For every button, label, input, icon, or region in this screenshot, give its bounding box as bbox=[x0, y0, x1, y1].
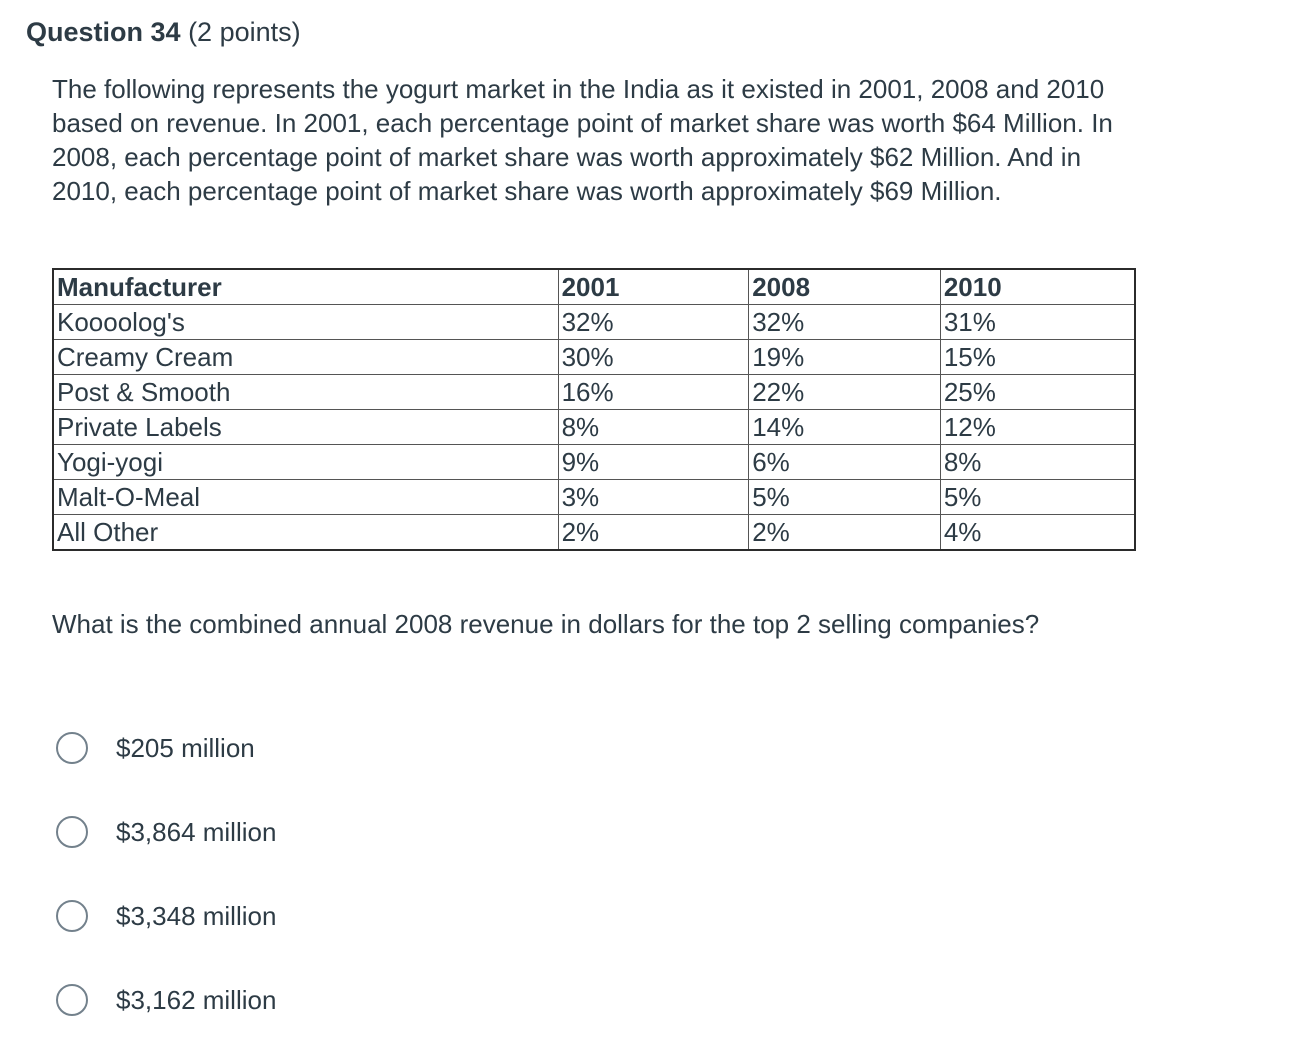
table-row: Malt-O-Meal 3% 5% 5% bbox=[52, 479, 1136, 515]
table-cell: 5% bbox=[748, 479, 941, 515]
table-cell: 25% bbox=[939, 374, 1136, 410]
table-cell: 14% bbox=[748, 409, 941, 445]
answer-options: $205 million $3,864 million $3,348 milli… bbox=[56, 726, 276, 1062]
question-title: Question 34 bbox=[26, 17, 181, 47]
table-cell: 15% bbox=[939, 339, 1136, 375]
table-row: All Other 2% 2% 4% bbox=[52, 514, 1136, 551]
table-cell: All Other bbox=[52, 514, 559, 551]
answer-option[interactable]: $3,348 million bbox=[56, 894, 276, 938]
table-header-row: Manufacturer 2001 2008 2010 bbox=[52, 268, 1136, 305]
table-cell: Koooolog's bbox=[52, 304, 559, 340]
table-cell: 22% bbox=[748, 374, 941, 410]
table-cell: 4% bbox=[939, 514, 1136, 551]
table-cell: 32% bbox=[748, 304, 941, 340]
answer-option[interactable]: $3,162 million bbox=[56, 978, 276, 1022]
table-cell: 8% bbox=[939, 444, 1136, 480]
table-cell: Creamy Cream bbox=[52, 339, 559, 375]
table-row: Yogi-yogi 9% 6% 8% bbox=[52, 444, 1136, 480]
answer-label[interactable]: $3,162 million bbox=[116, 985, 277, 1015]
table-cell: 32% bbox=[557, 304, 750, 340]
table-cell: 3% bbox=[557, 479, 750, 515]
header-manufacturer: Manufacturer bbox=[52, 268, 559, 305]
table-cell: 8% bbox=[557, 409, 750, 445]
answer-label[interactable]: $3,864 million bbox=[116, 817, 277, 847]
table-cell: Yogi-yogi bbox=[52, 444, 559, 480]
question-prompt: What is the combined annual 2008 revenue… bbox=[52, 609, 1040, 639]
header-2001: 2001 bbox=[557, 268, 750, 305]
table-cell: 6% bbox=[748, 444, 941, 480]
radio-button[interactable] bbox=[56, 816, 88, 848]
table-cell: 30% bbox=[557, 339, 750, 375]
answer-label[interactable]: $205 million bbox=[116, 733, 255, 763]
question-points: (2 points) bbox=[188, 17, 301, 47]
table-cell: 31% bbox=[939, 304, 1136, 340]
table-row: Koooolog's 32% 32% 31% bbox=[52, 304, 1136, 340]
table-row: Post & Smooth 16% 22% 25% bbox=[52, 374, 1136, 410]
table-cell: 19% bbox=[748, 339, 941, 375]
answer-option[interactable]: $205 million bbox=[56, 726, 276, 770]
table-cell: 16% bbox=[557, 374, 750, 410]
table-cell: 2% bbox=[557, 514, 750, 551]
table-cell: Malt-O-Meal bbox=[52, 479, 559, 515]
answer-label[interactable]: $3,348 million bbox=[116, 901, 277, 931]
table-row: Private Labels 8% 14% 12% bbox=[52, 409, 1136, 445]
radio-button[interactable] bbox=[56, 984, 88, 1016]
radio-button[interactable] bbox=[56, 900, 88, 932]
header-2010: 2010 bbox=[939, 268, 1136, 305]
table-cell: Private Labels bbox=[52, 409, 559, 445]
market-share-table: Manufacturer 2001 2008 2010 Koooolog's 3… bbox=[52, 268, 1136, 551]
header-2008: 2008 bbox=[748, 268, 941, 305]
table-cell: 2% bbox=[748, 514, 941, 551]
answer-option[interactable]: $3,864 million bbox=[56, 810, 276, 854]
table-row: Creamy Cream 30% 19% 15% bbox=[52, 339, 1136, 375]
table-cell: 5% bbox=[939, 479, 1136, 515]
table-cell: 12% bbox=[939, 409, 1136, 445]
question-header: Question 34 (2 points) bbox=[26, 14, 301, 50]
table-cell: Post & Smooth bbox=[52, 374, 559, 410]
radio-button[interactable] bbox=[56, 732, 88, 764]
table-cell: 9% bbox=[557, 444, 750, 480]
question-text: The following represents the yogurt mark… bbox=[52, 74, 1113, 206]
